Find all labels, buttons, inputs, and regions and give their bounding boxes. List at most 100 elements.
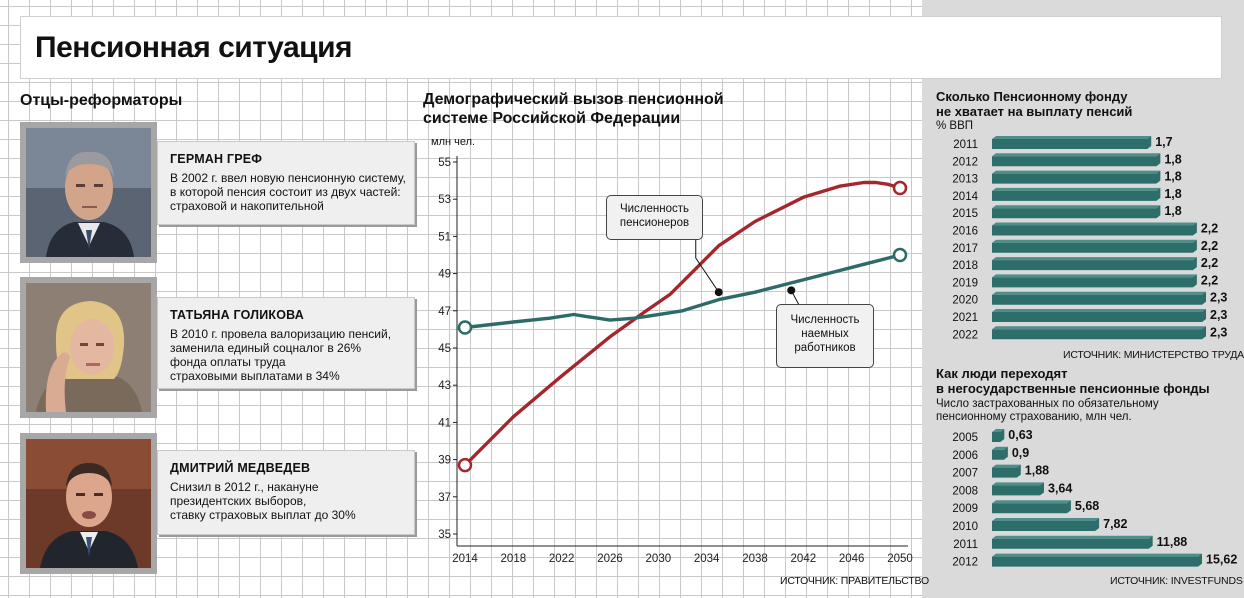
deficit-bar-top <box>992 153 1161 157</box>
deficit-value-label: 2,2 <box>1201 222 1218 236</box>
person-text-line: фонда оплаты труда <box>170 355 286 369</box>
deficit-bar <box>992 274 1197 288</box>
bar-year-label: 2010 <box>952 521 978 533</box>
deficit-value-label: 2,3 <box>1210 291 1227 305</box>
y-tick-label: 41 <box>438 417 451 429</box>
title-line: не хватает на выплату пенсий <box>936 104 1133 119</box>
deficit-bar <box>992 239 1197 253</box>
bar-year-label: 2007 <box>952 468 978 480</box>
npf-value-label: 1,88 <box>1025 464 1049 478</box>
npf-bar <box>992 535 1153 549</box>
x-tick-label: 2022 <box>549 553 575 565</box>
npf-value-label: 11,88 <box>1157 535 1188 549</box>
card-golikova: ТАТЬЯНА ГОЛИКОВА В 2010 г. провела валор… <box>157 297 415 389</box>
line-chart-title: Демографический вызов пенсионной системе… <box>423 91 724 127</box>
npf-bar-top <box>992 500 1071 504</box>
bar-year-label: 2009 <box>952 503 978 515</box>
y-tick-label: 47 <box>438 306 451 318</box>
y-tick-label: 55 <box>438 157 451 169</box>
npf-bar-top <box>992 553 1202 557</box>
portrait-medvedev <box>26 439 151 568</box>
deficit-bar <box>992 222 1197 236</box>
person-text-line: страховыми выплатами в 34% <box>170 369 340 383</box>
line-chart: 35 37 39 41 43 45 47 49 51 53 55 2014 2018 2022 2026 20… <box>438 156 913 565</box>
annotation-point-workers <box>787 286 796 295</box>
y-axis-label: млн чел. <box>431 136 476 148</box>
bar-year-label: 2008 <box>952 485 978 497</box>
bar-year-label: 2016 <box>952 226 978 238</box>
npf-value-label: 7,82 <box>1103 517 1127 531</box>
bar-year-label: 2019 <box>952 277 978 289</box>
source-government: ИСТОЧНИК: ПРАВИТЕЛЬСТВО <box>780 575 929 587</box>
npf-value-label: 5,68 <box>1075 499 1099 513</box>
deficit-bar-top <box>992 222 1197 226</box>
card-gref: ГЕРМАН ГРЕФ В 2002 г. ввел новую пенсион… <box>157 141 415 225</box>
bar-chart-2-title: Как люди переходят в негосударственные п… <box>936 366 1210 396</box>
series-start-marker <box>457 457 473 473</box>
title-line: в негосударственные пенсионные фонды <box>936 381 1210 396</box>
npf-bar-top <box>992 535 1153 539</box>
bar-year-label: 2005 <box>952 432 978 444</box>
person-text-line: страховой и накопительной <box>170 199 324 213</box>
series-line-pensioners <box>463 180 902 467</box>
bar-chart-1-title: Сколько Пенсионному фонду не хватает на … <box>936 89 1132 119</box>
portrait-gref <box>26 128 151 257</box>
deficit-bar-top <box>992 309 1206 312</box>
deficit-bar <box>992 309 1206 322</box>
bar-chart-npf: 2005 0,63 2006 0,9 2007 1,88 2008 3,64 2009 5,68 2… <box>952 428 1237 569</box>
deficit-bar-top <box>992 136 1152 139</box>
title-box: Пенсионная ситуация <box>20 16 1222 79</box>
npf-bar <box>992 500 1071 514</box>
npf-bar <box>992 464 1021 478</box>
y-tick-label: 37 <box>438 492 451 504</box>
subtitle-line: пенсионному страхованию, млн чел. <box>936 411 1132 423</box>
y-tick-label: 45 <box>438 343 451 355</box>
npf-bar <box>992 429 1005 442</box>
bar-year-label: 2021 <box>952 312 978 324</box>
x-tick-label: 2046 <box>839 553 865 565</box>
callout-line: пенсионеров <box>619 217 690 229</box>
bar-year-label: 2022 <box>952 329 978 341</box>
source-ministry: ИСТОЧНИК: МИНИСТЕРСТВО ТРУДА <box>1063 349 1244 361</box>
deficit-bar-top <box>992 274 1197 278</box>
portrait-golikova <box>26 283 151 412</box>
series-line-workers <box>463 253 902 330</box>
photo-frame-gref <box>20 122 157 263</box>
bar-year-label: 2020 <box>952 295 978 307</box>
x-tick-label: 2042 <box>791 553 817 565</box>
deficit-bar <box>992 326 1206 340</box>
series-end-marker <box>892 247 908 263</box>
npf-bar-top <box>992 482 1045 486</box>
person-name: ТАТЬЯНА ГОЛИКОВА <box>170 308 304 322</box>
deficit-value-label: 1,8 <box>1164 187 1181 201</box>
deficit-bar-top <box>992 239 1197 243</box>
title-line: Сколько Пенсионному фонду <box>936 89 1128 104</box>
deficit-bar <box>992 170 1161 184</box>
bar-chart-2-subtitle: Число застрахованных по обязательному пе… <box>936 398 1159 424</box>
bar-year-label: 2018 <box>952 260 978 272</box>
bar-year-label: 2006 <box>952 450 978 462</box>
person-text-line: президентских выборов, <box>170 494 307 508</box>
leader-line-pensioners <box>695 240 720 293</box>
subtitle-line: Число застрахованных по обязательному <box>936 398 1159 410</box>
npf-bar-top <box>992 429 1005 432</box>
series-end-marker <box>892 180 908 196</box>
bar-year-label: 2011 <box>953 139 978 151</box>
y-tick-label: 35 <box>438 529 451 541</box>
deficit-value-label: 2,3 <box>1210 308 1227 322</box>
x-tick-label: 2026 <box>597 553 623 565</box>
deficit-value-label: 1,8 <box>1164 152 1181 166</box>
npf-value-label: 3,64 <box>1048 481 1072 495</box>
person-text-line: В 2002 г. ввел новую пенсионную систему, <box>170 171 406 185</box>
deficit-value-label: 1,7 <box>1155 135 1172 149</box>
callout-line: наемных <box>801 328 849 340</box>
person-text-line: заменила единый соцналог в 26% <box>170 341 362 355</box>
npf-value-label: 15,62 <box>1206 553 1237 567</box>
npf-bar <box>992 553 1202 567</box>
y-tick-label: 39 <box>438 455 451 467</box>
deficit-bar <box>992 153 1161 167</box>
npf-value-label: 0,63 <box>1008 428 1032 442</box>
x-tick-label: 2034 <box>694 553 720 565</box>
npf-bar-top <box>992 464 1021 468</box>
deficit-bar-top <box>992 170 1161 174</box>
